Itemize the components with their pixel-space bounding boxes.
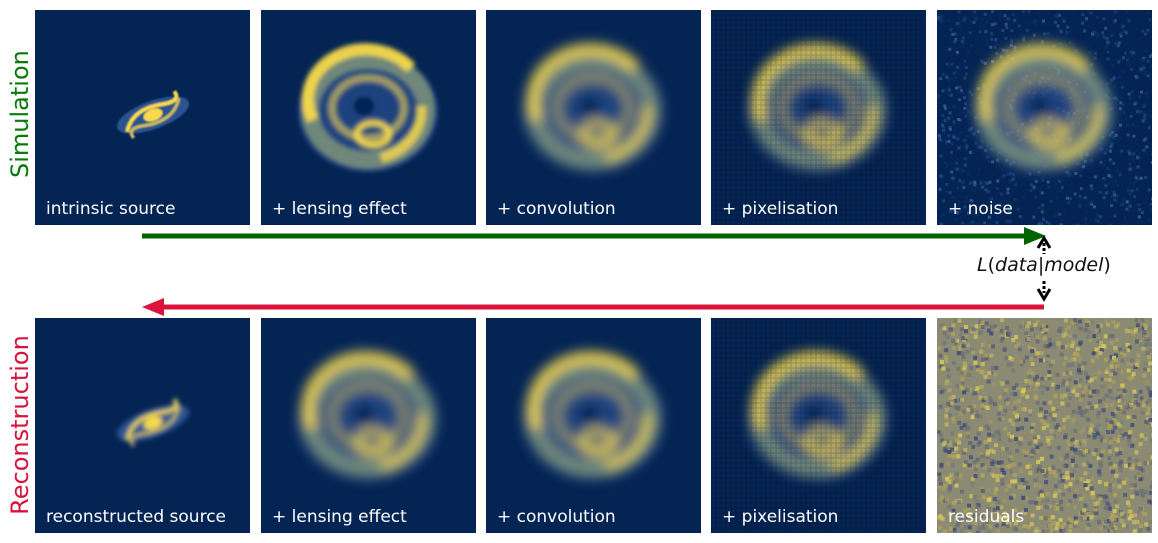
rec-convolution-image — [486, 318, 701, 533]
rec-pixelisation-image — [711, 318, 926, 533]
sim-caption-intrinsic-source: intrinsic source — [46, 199, 176, 219]
sim-panel-noise: + noise — [937, 10, 1152, 225]
rec-caption-pixelisation: + pixelisation — [722, 507, 839, 527]
rec-lensing-effect-image — [261, 318, 476, 533]
sim-caption-noise: + noise — [948, 199, 1013, 219]
rec-panel-convolution: + convolution — [486, 318, 701, 533]
sim-panel-convolution: + convolution — [486, 10, 701, 225]
convolution-image — [486, 10, 701, 225]
sim-panel-lensing-effect: + lensing effect — [261, 10, 476, 225]
noise-image — [937, 10, 1152, 225]
forward-arrow — [142, 227, 1046, 245]
rec-caption-residuals: residuals — [948, 507, 1025, 527]
lensing-effect-image — [261, 10, 476, 225]
rec-caption-convolution: + convolution — [497, 507, 616, 527]
sim-caption-convolution: + convolution — [497, 199, 616, 219]
likelihood-label: L(data|model) — [977, 254, 1111, 276]
rec-panel-residuals: residuals — [937, 318, 1152, 533]
sim-caption-pixelisation: + pixelisation — [722, 199, 839, 219]
comparison-arrow — [1036, 235, 1052, 302]
backward-arrow — [142, 298, 1044, 316]
residuals-image — [937, 318, 1152, 533]
rec-caption-lensing-effect: + lensing effect — [272, 507, 407, 527]
sim-panel-pixelisation: + pixelisation — [711, 10, 926, 225]
pixelisation-image — [711, 10, 926, 225]
rec-panel-reconstructed-source: reconstructed source — [35, 318, 250, 533]
rec-caption-reconstructed-source: reconstructed source — [46, 507, 227, 527]
intrinsic-source-image — [35, 10, 250, 225]
sim-panel-intrinsic-source: intrinsic source — [35, 10, 250, 225]
sim-caption-lensing-effect: + lensing effect — [272, 199, 407, 219]
reconstructed-source-image — [35, 318, 250, 533]
rec-panel-lensing-effect: + lensing effect — [261, 318, 476, 533]
rec-panel-pixelisation: + pixelisation — [711, 318, 926, 533]
